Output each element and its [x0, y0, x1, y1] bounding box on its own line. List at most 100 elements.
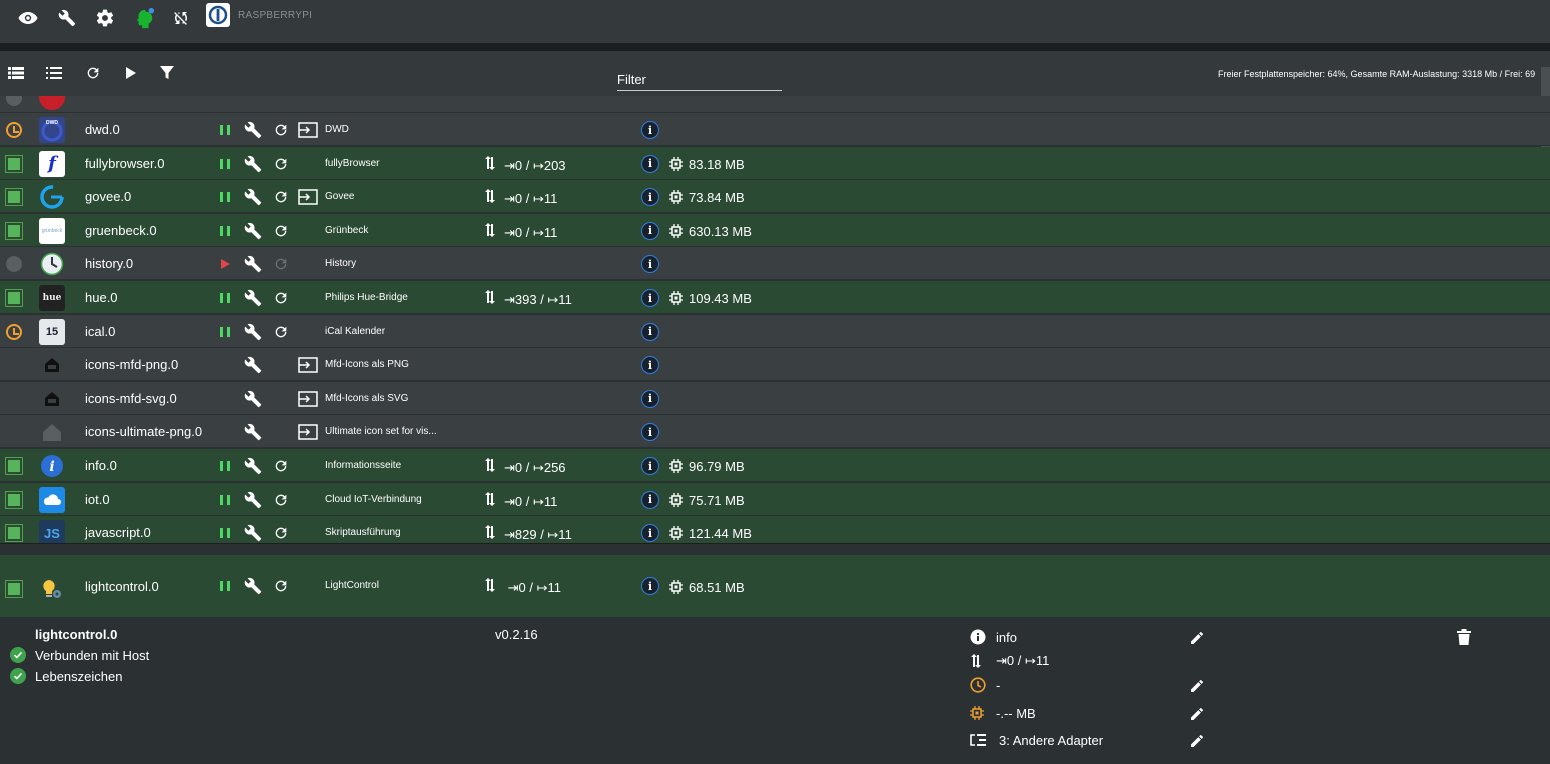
table-row[interactable]: DWD dwd.0 DWD i [0, 113, 1550, 146]
wrench-icon[interactable] [244, 188, 262, 206]
sync-off-icon[interactable] [169, 6, 193, 30]
filter-icon[interactable] [157, 63, 177, 83]
pause-icon[interactable] [216, 457, 234, 475]
pause-icon[interactable] [216, 155, 234, 173]
pause-icon[interactable] [216, 577, 234, 595]
gear-icon[interactable] [93, 6, 117, 30]
table-row[interactable]: hue hue.0 Philips Hue-Bridge ⇥393 / ↦11 i 109… [0, 281, 1550, 314]
info-icon[interactable]: i [641, 524, 659, 543]
info-icon[interactable]: i [641, 289, 659, 307]
info-icon[interactable]: i [641, 221, 659, 240]
wrench-icon[interactable] [244, 577, 262, 595]
wrench-icon[interactable] [244, 457, 262, 475]
compact-list-icon[interactable] [44, 63, 64, 83]
restart-icon[interactable] [272, 255, 290, 273]
status-indicator [5, 457, 23, 475]
list-view-icon[interactable] [6, 63, 26, 83]
table-row[interactable]: f fullybrowser.0 fullyBrowser ⇥0 / ↦203 i 83.… [0, 146, 1550, 180]
table-row[interactable]: govee.0 Govee ⇥0 / ↦11 i 73.84 MB [0, 180, 1550, 214]
table-row[interactable]: icons-ultimate-png.0 Ultimate icon set fo… [0, 415, 1550, 449]
wrench-icon[interactable] [244, 356, 262, 374]
edit-schedule-pencil-icon[interactable] [1188, 677, 1205, 694]
table-row[interactable] [0, 96, 1550, 113]
table-row[interactable]: icons-mfd-svg.0 Mfd-Icons als SVG i [0, 381, 1550, 415]
adapter-name: govee.0 [85, 189, 132, 205]
wrench-icon[interactable] [244, 390, 262, 408]
table-row[interactable]: history.0 History i [0, 247, 1550, 281]
wrench-icon[interactable] [244, 491, 262, 509]
delete-trash-icon[interactable] [1457, 629, 1472, 646]
info-icon[interactable]: i [641, 121, 659, 139]
wrench-icon[interactable] [244, 323, 262, 341]
pause-icon[interactable] [216, 491, 234, 509]
pause-icon[interactable] [216, 289, 234, 307]
divider [0, 543, 1550, 555]
wrench-icon[interactable] [244, 423, 262, 441]
restart-icon[interactable] [272, 289, 290, 307]
restart-icon[interactable] [272, 155, 290, 173]
pause-icon[interactable] [216, 121, 234, 139]
restart-icon[interactable] [272, 188, 290, 206]
upload-icon[interactable] [297, 423, 319, 441]
info-icon[interactable]: i [641, 322, 659, 341]
wrench-icon[interactable] [244, 255, 262, 273]
wrench-icon[interactable] [55, 6, 79, 30]
table-row[interactable]: i info.0 Informationsseite ⇥0 / ↦256 i 96.79 … [0, 449, 1550, 482]
table-row[interactable]: JS javascript.0 Skriptausführung ⇥829 / ↦11… [0, 516, 1550, 543]
restart-icon[interactable] [272, 577, 290, 595]
upload-icon[interactable] [297, 390, 319, 408]
info-icon[interactable]: i [641, 255, 659, 274]
restart-icon[interactable] [272, 323, 290, 341]
info-icon[interactable]: i [641, 577, 659, 595]
event-counter: ⇥0 / ↦256 [484, 458, 566, 476]
status-indicator [5, 289, 23, 307]
status-indicator [5, 524, 23, 543]
edit-tier-pencil-icon[interactable] [1188, 732, 1205, 749]
upload-icon[interactable] [297, 356, 319, 374]
pause-icon[interactable] [216, 323, 234, 341]
restart-icon[interactable] [272, 524, 290, 542]
refresh-icon[interactable] [83, 63, 103, 83]
memory-usage: 68.51 MB [669, 580, 745, 595]
filter-input[interactable] [617, 69, 782, 91]
restart-icon[interactable] [272, 222, 290, 240]
pause-icon[interactable] [216, 188, 234, 206]
wrench-icon[interactable] [244, 222, 262, 240]
upload-icon[interactable] [297, 121, 319, 139]
selected-adapter-row[interactable]: lightcontrol.0 LightControl ⇥0 / ↦11 i 6… [0, 555, 1550, 617]
pause-icon[interactable] [216, 222, 234, 240]
eye-icon[interactable] [16, 6, 40, 30]
edit-loglevel-pencil-icon[interactable] [1188, 629, 1205, 646]
status-indicator [5, 154, 23, 173]
table-row[interactable]: icons-mfd-png.0 Mfd-Icons als PNG i [0, 348, 1550, 382]
memory-value: 96.79 MB [689, 459, 745, 474]
table-row[interactable]: iot.0 Cloud IoT-Verbindung ⇥0 / ↦11 i 75.71 … [0, 482, 1550, 516]
wrench-icon[interactable] [244, 155, 262, 173]
info-icon[interactable]: i [641, 389, 659, 408]
info-icon[interactable]: i [641, 188, 659, 207]
system-info: Freier Festplattenspeicher: 64%, Gesamte… [1218, 69, 1536, 79]
table-row[interactable]: grünbeck gruenbeck.0 Grünbeck ⇥0 / ↦11 i 630.… [0, 213, 1550, 247]
edit-memory-pencil-icon[interactable] [1188, 705, 1205, 722]
restart-icon[interactable] [272, 491, 290, 509]
wrench-icon[interactable] [244, 121, 262, 139]
upload-icon[interactable] [297, 188, 319, 206]
info-icon[interactable]: i [641, 154, 659, 173]
head-icon[interactable] [132, 6, 156, 30]
info-icon[interactable]: i [641, 356, 659, 375]
svg-text:DWD: DWD [46, 120, 58, 126]
info-icon[interactable]: i [641, 423, 659, 442]
pause-icon[interactable] [216, 524, 234, 542]
play-icon[interactable] [216, 255, 234, 273]
wrench-icon[interactable] [244, 524, 262, 542]
info-icon[interactable]: i [641, 490, 659, 509]
info-icon[interactable]: i [641, 457, 659, 475]
table-row[interactable]: 15 ical.0 iCal Kalender i [0, 314, 1550, 348]
restart-icon[interactable] [272, 121, 290, 139]
status-indicator [5, 188, 23, 207]
wrench-icon[interactable] [244, 289, 262, 307]
event-counter-text: ⇥829 / ↦11 [504, 527, 572, 543]
restart-icon[interactable] [272, 457, 290, 475]
adapter-title: LightControl [325, 580, 379, 591]
play-icon[interactable] [121, 63, 141, 83]
